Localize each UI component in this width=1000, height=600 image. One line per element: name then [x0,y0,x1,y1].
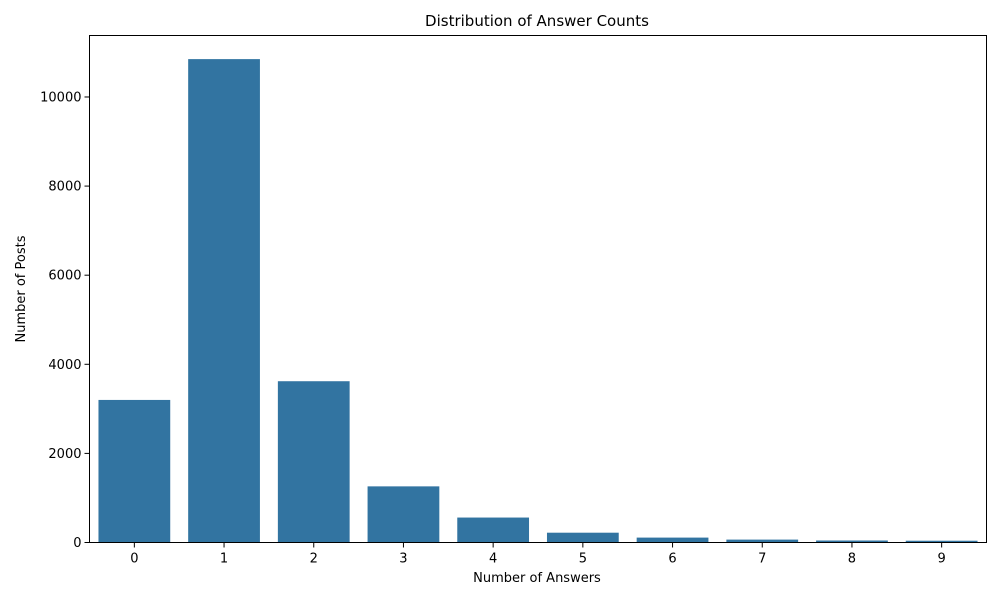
bar-8 [816,540,888,543]
y-tick-label-2000: 2000 [48,447,81,462]
bar-6 [636,537,709,543]
x-tick-label-9: 9 [938,552,946,567]
x-tick-label-2: 2 [310,552,318,567]
x-tick-label-3: 3 [399,552,407,567]
chart-title: Distribution of Answer Counts [425,12,649,30]
y-tick-label-10000: 10000 [40,90,81,105]
x-tick-label-6: 6 [668,552,676,567]
x-tick-label-0: 0 [130,552,138,567]
bar-1 [188,59,260,543]
x-tick-label-7: 7 [758,552,766,567]
x-tick-label-4: 4 [489,552,497,567]
plot-frame [89,35,987,543]
x-tick-label-8: 8 [848,552,856,567]
bar-7 [726,539,799,543]
y-tick-label-0: 0 [73,536,81,551]
x-axis: 0 1 2 3 4 5 6 7 8 9 [130,542,946,567]
bar-0 [98,399,171,543]
x-tick-label-5: 5 [579,552,587,567]
bar-4 [457,517,530,543]
y-tick-label-8000: 8000 [48,180,81,195]
x-tick-label-1: 1 [220,552,228,567]
y-axis-label: Number of Posts [14,235,29,342]
y-tick-label-4000: 4000 [48,358,81,373]
y-tick-label-6000: 6000 [48,269,81,284]
bar-3 [367,486,440,543]
x-axis-label: Number of Answers [473,571,601,586]
bars-group [98,59,978,543]
bar-2 [277,381,350,543]
bar-9 [905,540,978,543]
bar-5 [546,532,619,543]
y-axis: 0 2000 4000 6000 8000 10000 [40,90,90,551]
